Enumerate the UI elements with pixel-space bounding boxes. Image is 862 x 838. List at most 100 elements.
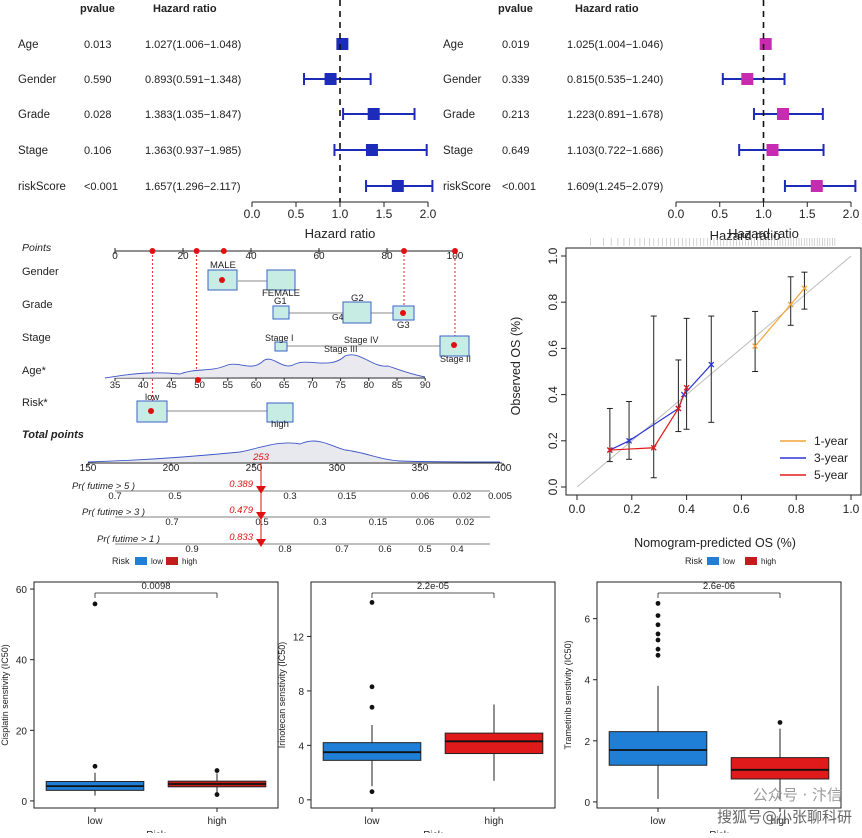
forest-row-pvalue: 0.106 xyxy=(84,145,112,157)
forest-point xyxy=(741,73,754,85)
forest-row-pvalue: 0.590 xyxy=(84,74,112,86)
forest-point xyxy=(759,38,772,50)
calib-legend-label: low xyxy=(723,557,735,566)
box-outlier xyxy=(92,763,98,769)
calib-y-tick-label: 0.2 xyxy=(546,432,560,449)
nomo-surv-tick-label: 0.6 xyxy=(378,544,391,555)
nomo-level-box xyxy=(272,305,290,320)
forest-point xyxy=(391,180,404,192)
box-outlier xyxy=(92,601,98,607)
forest-row-pvalue: <0.001 xyxy=(84,181,118,193)
box-x-tick-label: high xyxy=(485,816,504,827)
nomo-level-label: MALE xyxy=(210,260,236,271)
box-pvalue: 0.0098 xyxy=(141,581,170,592)
forest-tick-label: 0.5 xyxy=(711,207,728,221)
box-body xyxy=(730,757,830,780)
calib-legend-label: 5-year xyxy=(814,468,848,482)
calib-legend-swatch xyxy=(745,557,757,565)
nomo-points-tick-label: 0 xyxy=(112,251,118,262)
box-outlier xyxy=(655,600,661,606)
calib-x-tick-label: 1.0 xyxy=(843,502,860,516)
forest-tick-label: 1.5 xyxy=(799,207,816,221)
forest-row-label: Gender xyxy=(18,74,57,86)
forest-row-hr: 1.025(1.004−1.046) xyxy=(567,39,663,51)
calib-series-point xyxy=(675,405,682,412)
box-y-tick-label: 0 xyxy=(298,796,304,807)
nomo-surv-tick-label: 0.4 xyxy=(450,544,463,555)
nomo-surv-tick-label: 0.15 xyxy=(369,517,388,528)
nomo-age-tick-label: 35 xyxy=(110,380,121,391)
box-y-tick-label: 0 xyxy=(584,798,590,809)
forest-row-hr: 0.893(0.591−1.348) xyxy=(145,74,241,86)
calib-legend-label: 1-year xyxy=(814,434,848,448)
nomo-total-tick-label: 300 xyxy=(329,463,346,474)
calib-ylabel: Observed OS (%) xyxy=(509,317,523,416)
box-y-tick-label: 20 xyxy=(16,726,28,737)
forest-point xyxy=(365,144,378,156)
nomo-points-tick-label: 40 xyxy=(245,251,257,262)
box-frame xyxy=(33,581,279,809)
nomo-surv-tick-label: 0.7 xyxy=(335,544,348,555)
box-x-tick-label: high xyxy=(208,816,227,827)
forest-row-label: Age xyxy=(443,39,463,51)
forest-tick-label: 1.0 xyxy=(332,207,349,221)
forest-header-hr: Hazard ratio xyxy=(575,3,639,15)
nomo-age-tick-label: 70 xyxy=(307,380,318,391)
forest-tick-label: 2.0 xyxy=(843,207,860,221)
calib-x-tick-label: 0.6 xyxy=(733,502,750,516)
calib-legend-title: Risk xyxy=(685,556,703,566)
box-y-tick-label: 40 xyxy=(16,656,28,667)
nomo-total-value: 253 xyxy=(252,452,270,463)
nomo-row-label: Grade xyxy=(22,299,53,311)
forest-row-hr: 1.383(1.035−1.847) xyxy=(145,109,241,121)
nomo-surv-tick-label: 0.7 xyxy=(108,491,121,502)
nomo-points-tick-label: 80 xyxy=(381,251,393,262)
forest-tick-label: 1.5 xyxy=(376,207,393,221)
box-outlier xyxy=(214,768,220,773)
calib-series-point xyxy=(606,447,613,453)
box-y-tick-label: 12 xyxy=(293,632,305,643)
nomo-level-label: low xyxy=(145,392,159,403)
nomo-age-tick-label: 45 xyxy=(166,380,177,391)
nomo-level-box xyxy=(266,402,294,423)
box-outlier xyxy=(655,631,661,637)
nomo-level-label: Stage II xyxy=(440,354,471,364)
nomo-points-tick-label: 60 xyxy=(313,251,325,262)
nomo-surv-tick-label: 0.15 xyxy=(338,491,357,502)
nomo-level-label: Stage I xyxy=(265,333,294,343)
calib-legend-label: 3-year xyxy=(814,451,848,465)
box-y-tick-label: 4 xyxy=(584,676,590,687)
forest-plot-forest_multivariate: pvalue Hazard ratio Age 0.019 1.025(1.004−1.… xyxy=(443,0,860,241)
forest-tick-label: 0.5 xyxy=(288,207,305,221)
nomo-total-label: Total points xyxy=(22,429,84,441)
calib-x-tick-label: 0.2 xyxy=(623,502,640,516)
box-y-tick-label: 2 xyxy=(584,737,590,748)
box-outlier xyxy=(655,613,661,618)
nomo-level-box xyxy=(342,301,372,324)
watermark-line1: 公众号 · 汴信 xyxy=(752,786,842,804)
box-body xyxy=(444,732,544,755)
calib-xlabel: Nomogram-predicted OS (%) xyxy=(634,536,796,550)
forest-row-pvalue: 0.339 xyxy=(502,74,530,86)
nomo-selected-dot xyxy=(451,342,457,348)
calib-legend-swatch xyxy=(707,557,719,565)
box-frame xyxy=(596,581,842,809)
nomo-selected-dot xyxy=(219,277,225,283)
calib-diagonal xyxy=(576,255,852,488)
forest-xlabel: Hazard ratio xyxy=(728,226,799,241)
forest-row-pvalue: 0.649 xyxy=(502,145,530,157)
nomo-row-label: Gender xyxy=(22,266,59,278)
forest-tick-label: 2.0 xyxy=(420,207,437,221)
box-outlier xyxy=(214,792,220,797)
watermark-line2: 搜狐号@小张聊科研 xyxy=(716,808,852,826)
nomo-total-tick-label: 250 xyxy=(246,463,263,474)
nomo-surv-value: 0.833 xyxy=(229,532,253,543)
nomo-age-tick-label: 85 xyxy=(392,380,403,391)
forest-row-hr: 0.815(0.535−1.240) xyxy=(567,74,663,86)
forest-tick-label: 0.0 xyxy=(668,207,685,221)
forest-row-hr: 1.609(1.245−2.079) xyxy=(567,181,663,193)
nomo-age-tick-label: 90 xyxy=(420,380,431,391)
nomo-surv-tick-label: 0.3 xyxy=(313,517,326,528)
box-pvalue: 2.6e-06 xyxy=(703,581,735,592)
